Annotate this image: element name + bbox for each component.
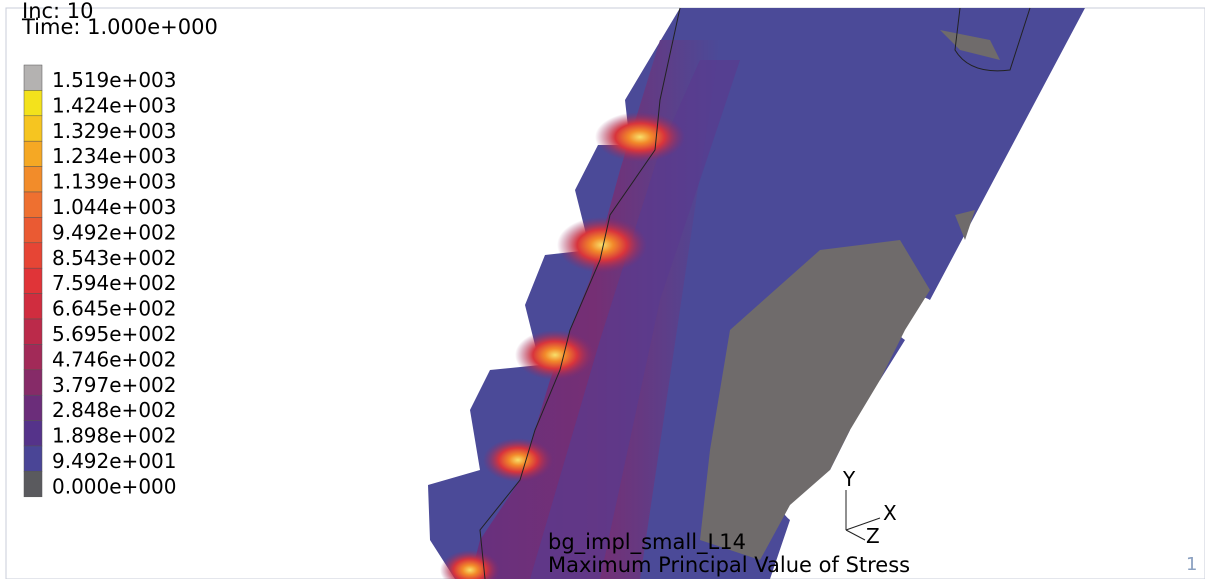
legend-label: 1.044e+003	[52, 195, 177, 219]
legend-label: 9.492e+002	[52, 220, 177, 244]
legend-swatch	[24, 141, 42, 166]
legend-swatch	[24, 344, 42, 369]
legend-swatch	[24, 167, 42, 192]
legend-label: 9.492e+001	[52, 449, 177, 473]
legend-label: 3.797e+002	[52, 373, 177, 397]
legend-swatch	[24, 217, 42, 242]
legend-swatch	[24, 471, 42, 496]
result-quantity: Maximum Principal Value of Stress	[548, 553, 910, 577]
time: Time: 1.000e+000	[21, 15, 218, 39]
legend-label: 7.594e+002	[52, 271, 177, 295]
legend-swatch	[24, 116, 42, 141]
legend-label: 2.848e+002	[52, 398, 177, 422]
legend-swatch	[24, 243, 42, 268]
legend-swatch	[24, 395, 42, 420]
page-number: 1	[1186, 554, 1197, 575]
legend: 1.519e+0031.424e+0031.329e+0031.234e+003…	[24, 65, 177, 498]
axis-label: X	[883, 501, 897, 525]
viewport: Y X Z bg_impl_small_L14 Maximum Principa…	[0, 0, 1205, 579]
hotspot	[515, 330, 595, 380]
legend-label: 0.000e+000	[52, 474, 177, 498]
legend-swatch	[24, 192, 42, 217]
legend-label: 1.234e+003	[52, 144, 177, 168]
hotspot	[557, 217, 647, 273]
legend-swatch	[24, 370, 42, 395]
model-name: bg_impl_small_L14	[548, 530, 746, 555]
legend-label: 4.746e+002	[52, 347, 177, 371]
legend-label: 1.139e+003	[52, 170, 177, 194]
hotspot	[483, 438, 553, 482]
legend-label: 1.329e+003	[52, 119, 177, 143]
triad-axis	[846, 530, 865, 540]
legend-swatch	[24, 446, 42, 471]
legend-swatch	[24, 319, 42, 344]
legend-label: 6.645e+002	[52, 297, 177, 321]
legend-label: 1.519e+003	[52, 68, 177, 92]
legend-swatch	[24, 294, 42, 319]
legend-label: 8.543e+002	[52, 246, 177, 270]
screenshot: Y X Z bg_impl_small_L14 Maximum Principa…	[0, 0, 1205, 579]
legend-label: 5.695e+002	[52, 322, 177, 346]
legend-label: 1.898e+002	[52, 424, 177, 448]
axis-label: Z	[866, 524, 880, 548]
legend-swatch	[24, 65, 42, 90]
hotspot	[595, 112, 685, 162]
axis-label: Y	[842, 467, 856, 491]
legend-swatch	[24, 90, 42, 115]
legend-swatch	[24, 268, 42, 293]
legend-label: 1.424e+003	[52, 93, 177, 117]
legend-swatch	[24, 421, 42, 446]
